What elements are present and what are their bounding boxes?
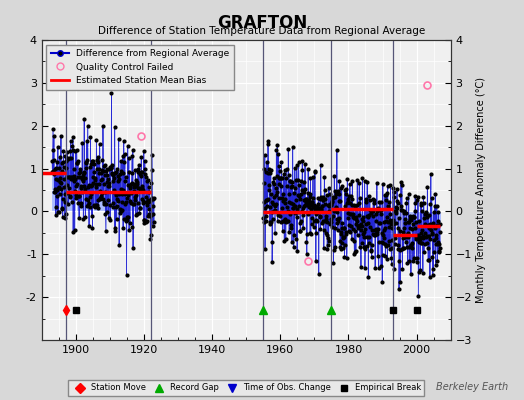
Y-axis label: Monthly Temperature Anomaly Difference (°C): Monthly Temperature Anomaly Difference (… xyxy=(476,77,486,303)
Text: Berkeley Earth: Berkeley Earth xyxy=(436,382,508,392)
Legend: Difference from Regional Average, Quality Control Failed, Estimated Station Mean: Difference from Regional Average, Qualit… xyxy=(47,44,234,90)
Text: Difference of Station Temperature Data from Regional Average: Difference of Station Temperature Data f… xyxy=(99,26,425,36)
Legend: Station Move, Record Gap, Time of Obs. Change, Empirical Break: Station Move, Record Gap, Time of Obs. C… xyxy=(68,380,424,396)
Text: GRAFTON: GRAFTON xyxy=(217,14,307,32)
